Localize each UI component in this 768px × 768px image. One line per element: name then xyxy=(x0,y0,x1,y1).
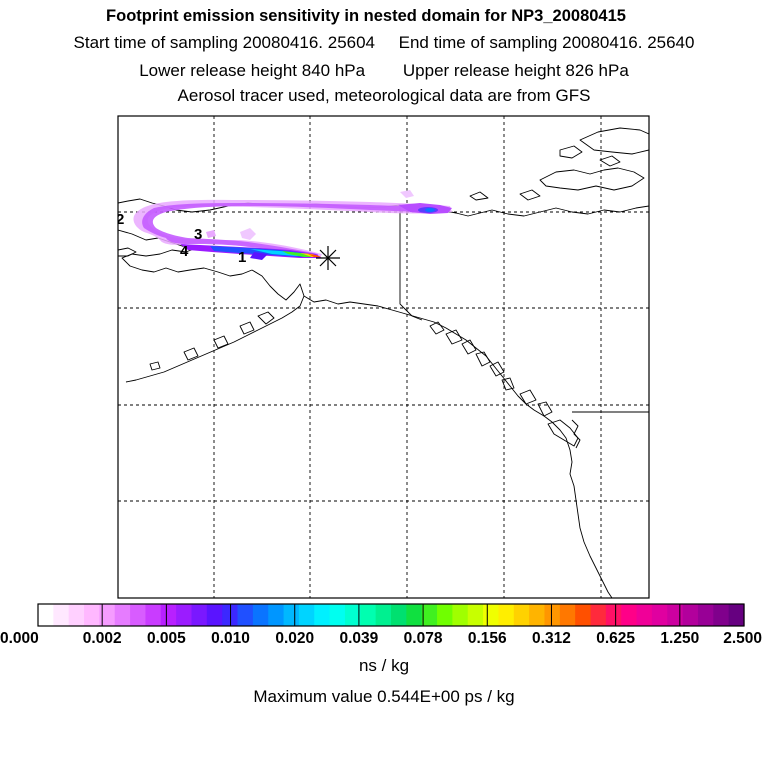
colorbar-tick-labels: 0.000 0.002 0.005 0.010 0.020 0.039 0.078 0.156… xyxy=(0,630,768,650)
colorbar-segment xyxy=(176,604,193,626)
colorbar-tick-label: 2.500 xyxy=(723,630,762,647)
colorbar-segment xyxy=(99,604,116,626)
colorbar-segment xyxy=(160,604,177,626)
colorbar-segment xyxy=(421,604,438,626)
colorbar-segment xyxy=(651,604,668,626)
release-height-line: Lower release height 840 hPa Upper relea… xyxy=(0,61,768,81)
colorbar-tick-label: 0.078 xyxy=(403,630,443,647)
start-time-label: Start time of sampling 20080416. 25604 xyxy=(73,33,376,52)
colorbar-segment xyxy=(498,604,515,626)
tracer-info-line: Aerosol tracer used, meteorological data… xyxy=(177,86,591,105)
colorbar-segment xyxy=(375,604,392,626)
colorbar-tick-label: 0.312 xyxy=(532,630,571,647)
colorbar-segment xyxy=(314,604,331,626)
colorbar-tick-label: 0.156 xyxy=(467,630,507,647)
trajectory-marker-3: 3 xyxy=(194,226,202,243)
colorbar-segment xyxy=(145,604,162,626)
colorbar-segment xyxy=(605,604,622,626)
figure-title: Footprint emission sensitivity in nested… xyxy=(106,7,626,25)
upper-release-label: Upper release height 826 hPa xyxy=(402,61,629,80)
colorbar-segment xyxy=(452,604,469,626)
colorbar-segment xyxy=(467,604,484,626)
colorbar-segment xyxy=(575,604,592,626)
lower-release-label: Lower release height 840 hPa xyxy=(139,61,366,80)
colorbar-segment xyxy=(437,604,453,626)
colorbar-segment xyxy=(191,604,208,626)
colorbar-segment xyxy=(114,604,131,626)
maximum-value-label: Maximum value 0.544E+00 ps / kg xyxy=(253,687,515,706)
colorbar-segment xyxy=(636,604,653,626)
colorbar-tick-label: 0.002 xyxy=(82,630,122,647)
colorbar-segment xyxy=(38,604,54,626)
colorbar-segment xyxy=(483,604,500,626)
colorbar-segment xyxy=(283,604,300,626)
colorbar-segment xyxy=(237,604,254,626)
colorbar-frame xyxy=(37,603,745,627)
sampling-time-line: Start time of sampling 20080416. 25604 E… xyxy=(0,33,768,53)
coastlines xyxy=(118,127,649,598)
colorbar-tick-label: 0.039 xyxy=(339,630,379,647)
colorbar-segment xyxy=(53,604,70,626)
map-frame xyxy=(117,115,650,599)
colorbar-segment xyxy=(84,604,100,626)
colorbar xyxy=(37,603,745,627)
colorbar-tick-label: 0.020 xyxy=(275,630,315,647)
colorbar-segment xyxy=(130,604,147,626)
end-time-label: End time of sampling 20080416. 25640 xyxy=(398,33,695,52)
colorbar-segment xyxy=(360,604,377,626)
colorbar-tick-label: 0.625 xyxy=(596,630,636,647)
colorbar-segment xyxy=(298,604,315,626)
colorbar-segment xyxy=(667,604,684,626)
asterisk-star-icon xyxy=(316,246,340,270)
colorbar-segment xyxy=(728,604,745,626)
trajectory-marker-4: 4 xyxy=(180,243,189,260)
colorbar-segment xyxy=(513,604,530,626)
colorbar-segment xyxy=(344,604,361,626)
colorbar-segment xyxy=(529,604,546,626)
colorbar-segment xyxy=(252,604,269,626)
colorbar-segment xyxy=(682,604,699,626)
colorbar-segment xyxy=(206,604,223,626)
colorbar-segment xyxy=(329,604,346,626)
colorbar-segment xyxy=(544,604,561,626)
colorbar-segment xyxy=(268,604,285,626)
colorbar-segment xyxy=(391,604,407,626)
trajectory-marker-1: 1 xyxy=(238,249,246,266)
colorbar-segment xyxy=(713,604,730,626)
colorbar-segment xyxy=(406,604,423,626)
footprint-plume xyxy=(133,190,452,260)
colorbar-tick-label: 0.000 xyxy=(0,630,39,647)
trajectory-marker-2: 2 xyxy=(116,211,124,228)
borders xyxy=(399,205,649,413)
colorbar-unit: ns / kg xyxy=(358,656,410,675)
colorbar-segment xyxy=(697,604,714,626)
colorbar-segment xyxy=(559,604,576,626)
colorbar-tick-label: 0.010 xyxy=(211,630,250,647)
colorbar-segment xyxy=(590,604,607,626)
colorbar-tick-label: 0.005 xyxy=(146,630,186,647)
colorbar-segment xyxy=(621,604,638,626)
colorbar-segment xyxy=(68,604,85,626)
colorbar-tick-label: 1.250 xyxy=(660,630,700,647)
